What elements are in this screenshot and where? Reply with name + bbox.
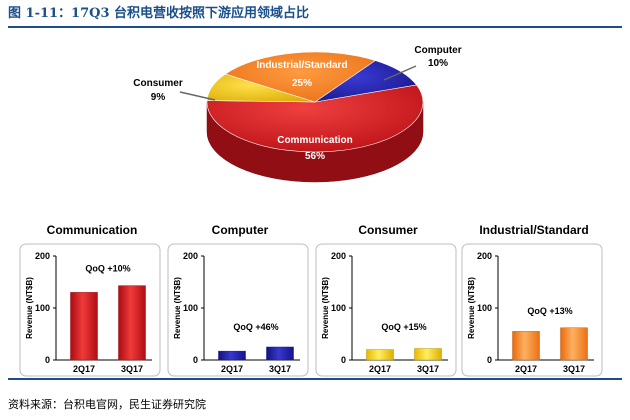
- y-tick-label: 0: [193, 355, 198, 365]
- y-tick-label: 100: [331, 303, 346, 313]
- bar-chart-frame: [167, 243, 309, 377]
- pie-label-computer: Computer: [414, 45, 461, 56]
- bar-chart-title: Communication: [47, 223, 138, 237]
- x-tick-label: 2Q17: [369, 364, 391, 374]
- y-axis-label: Revenue (NT$B): [321, 277, 330, 339]
- y-axis-label: Revenue (NT$B): [25, 277, 34, 339]
- pie-leader-consumer: [179, 91, 216, 101]
- bar-3q17: [266, 346, 294, 361]
- pie-chart: Communication 56% Industrial/Standard 25% Co…: [133, 45, 462, 183]
- bar-chart-industrial-standard: Industrial/Standard 0 100 200 Revenue (NT$B)…: [461, 223, 603, 377]
- x-tick-label: 3Q17: [563, 364, 585, 374]
- bar-chart-frame: [315, 243, 457, 377]
- bar-chart-title: Consumer: [358, 223, 418, 237]
- x-tick-label: 3Q17: [417, 364, 439, 374]
- qoq-annotation: QoQ +46%: [233, 322, 278, 332]
- bar-chart-consumer: Consumer 0 100 200 Revenue (NT$B) 2Q17 3Q17 QoQ…: [315, 223, 457, 377]
- x-tick-label: 2Q17: [221, 364, 243, 374]
- pie-value-computer: 10%: [428, 58, 448, 69]
- pie-value-communication: 56%: [305, 151, 325, 162]
- y-tick-label: 0: [341, 355, 346, 365]
- y-axis-label: Revenue (NT$B): [173, 277, 182, 339]
- bar-2q17: [218, 350, 246, 361]
- y-tick-label: 200: [35, 251, 50, 261]
- pie-label-communication: Communication: [277, 135, 353, 146]
- footer-rule: [8, 378, 622, 380]
- y-tick-label: 200: [331, 251, 346, 261]
- pie-slice-communication: [206, 84, 424, 153]
- bar-2q17: [366, 349, 394, 361]
- y-tick-label: 200: [183, 251, 198, 261]
- pie-value-industrial: 25%: [292, 78, 312, 89]
- pie-slice-industrial-standard: [224, 51, 377, 103]
- qoq-annotation: QoQ +13%: [527, 306, 572, 316]
- bar-3q17: [118, 285, 146, 361]
- bar-chart-communication: Communication 0 100 200 Revenue (NT$B) 2Q17 3Q…: [19, 223, 161, 377]
- pie-label-consumer: Consumer: [133, 78, 183, 89]
- bar-chart-computer: Computer 0 100 200 Revenue (NT$B) 2Q17 3Q17 QoQ…: [167, 223, 309, 377]
- y-tick-label: 100: [35, 303, 50, 313]
- bar-2q17: [70, 292, 98, 361]
- bar-3q17: [560, 327, 588, 361]
- x-tick-label: 2Q17: [73, 364, 95, 374]
- y-tick-label: 100: [477, 303, 492, 313]
- pie-leader-computer: [383, 65, 417, 81]
- x-tick-label: 3Q17: [121, 364, 143, 374]
- pie-slice-computer: [314, 60, 418, 103]
- y-tick-label: 0: [487, 355, 492, 365]
- bar-2q17: [512, 331, 540, 361]
- bar-chart-title: Computer: [212, 223, 269, 237]
- bar-3q17: [414, 348, 442, 361]
- figure-title: 图 1-11：17Q3 台积电营收按照下游应用领域占比: [8, 6, 310, 21]
- y-axis-label: Revenue (NT$B): [467, 277, 476, 339]
- pie-label-industrial: Industrial/Standard: [256, 60, 347, 71]
- bar-charts: Communication 0 100 200 Revenue (NT$B) 2Q17 3Q…: [19, 223, 603, 377]
- pie-value-consumer: 9%: [151, 92, 166, 103]
- bar-chart-title: Industrial/Standard: [479, 223, 588, 237]
- qoq-annotation: QoQ +10%: [85, 264, 130, 274]
- x-tick-label: 2Q17: [515, 364, 537, 374]
- title-rule: [8, 26, 622, 28]
- y-tick-label: 200: [477, 251, 492, 261]
- x-tick-label: 3Q17: [269, 364, 291, 374]
- y-tick-label: 100: [183, 303, 198, 313]
- source-note: 资料来源：台积电官网，民生证券研究院: [8, 398, 206, 411]
- y-tick-label: 0: [45, 355, 50, 365]
- qoq-annotation: QoQ +15%: [381, 322, 426, 332]
